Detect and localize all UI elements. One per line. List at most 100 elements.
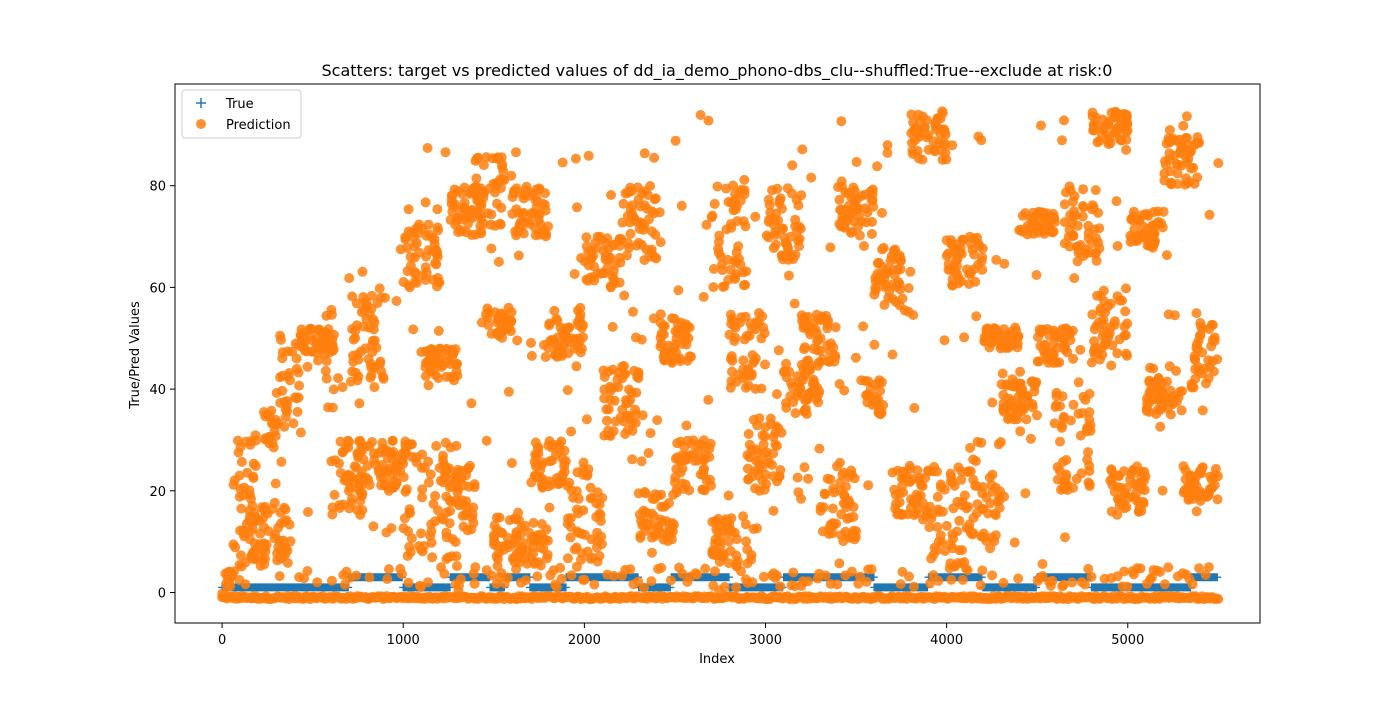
prediction-point [495,527,506,538]
prediction-point [617,373,628,384]
prediction-point [1059,199,1070,210]
prediction-point [714,585,725,596]
prediction-point [284,368,295,378]
legend-prediction-marker [196,119,206,129]
prediction-point [761,230,772,241]
prediction-point [999,491,1010,502]
prediction-point [598,365,609,376]
prediction-point [610,259,621,270]
prediction-point [997,368,1008,379]
prediction-point [676,200,687,211]
prediction-point [382,574,393,584]
prediction-point [760,422,771,433]
prediction-point [358,454,369,465]
prediction-point [1073,247,1084,258]
prediction-point [1194,366,1205,377]
prediction-point [296,324,307,335]
prediction-point [974,241,985,252]
prediction-point [695,469,706,480]
x-tick-label: 0 [218,633,226,648]
prediction-point [601,415,612,426]
prediction-point [937,154,948,165]
prediction-point [423,477,434,488]
prediction-point [513,514,524,525]
prediction-point [1032,410,1042,421]
prediction-point [892,465,903,476]
prediction-point [526,477,537,488]
prediction-point [565,513,576,524]
prediction-point [457,499,468,510]
prediction-point [895,284,906,295]
prediction-point [1209,470,1220,481]
prediction-point [1151,384,1162,395]
prediction-point [802,576,813,587]
prediction-point [378,373,389,384]
legend: True Prediction [181,89,302,139]
prediction-point [546,479,557,490]
prediction-point [1052,342,1063,353]
prediction-point [698,291,709,302]
prediction-point [617,404,628,415]
prediction-point [280,412,291,423]
prediction-point [581,232,592,243]
prediction-point [916,480,927,491]
prediction-point [267,438,278,449]
prediction-point [340,472,351,483]
prediction-point [1101,333,1112,344]
prediction-point [222,582,233,593]
prediction-point [1136,471,1147,482]
prediction-point [731,534,742,545]
prediction-point [940,546,950,556]
prediction-point [627,425,638,436]
prediction-point [492,152,503,163]
prediction-point [566,522,576,532]
prediction-point [638,518,649,529]
prediction-point [575,347,586,358]
prediction-point [450,537,461,547]
prediction-point [491,512,502,523]
prediction-point [585,254,596,265]
prediction-point [528,517,539,528]
prediction-point [860,203,871,214]
prediction-point [850,352,861,363]
prediction-point [656,489,667,500]
prediction-point [935,479,946,490]
prediction-point [248,471,259,482]
prediction-point [1121,502,1132,513]
prediction-point [259,407,269,417]
prediction-point [848,502,859,512]
prediction-point [321,310,332,321]
prediction-point [822,323,833,334]
prediction-point [1075,430,1086,441]
prediction-point [484,183,495,194]
prediction-point [369,382,380,393]
prediction-point [652,415,663,426]
prediction-point [235,483,246,494]
prediction-point [865,186,876,197]
prediction-point [865,383,876,394]
prediction-point [832,579,843,590]
prediction-point [1106,360,1117,371]
prediction-point [1212,494,1223,505]
prediction-point [344,273,355,284]
prediction-point [235,550,246,561]
prediction-point [398,472,409,483]
prediction-point [1109,316,1120,327]
prediction-point [906,494,917,505]
prediction-point [1161,250,1172,261]
prediction-point [904,460,915,471]
prediction-point [700,563,711,574]
prediction-point [962,565,973,576]
prediction-point [302,566,313,576]
prediction-point [928,144,939,155]
prediction-point [1177,386,1187,397]
prediction-point [785,231,796,242]
prediction-point [530,437,541,448]
prediction-point [329,489,340,500]
prediction-point [272,555,283,566]
prediction-point [1080,579,1090,590]
prediction-point [405,251,416,262]
prediction-point [436,513,447,524]
prediction-point [1195,330,1205,341]
prediction-point [1194,563,1205,574]
